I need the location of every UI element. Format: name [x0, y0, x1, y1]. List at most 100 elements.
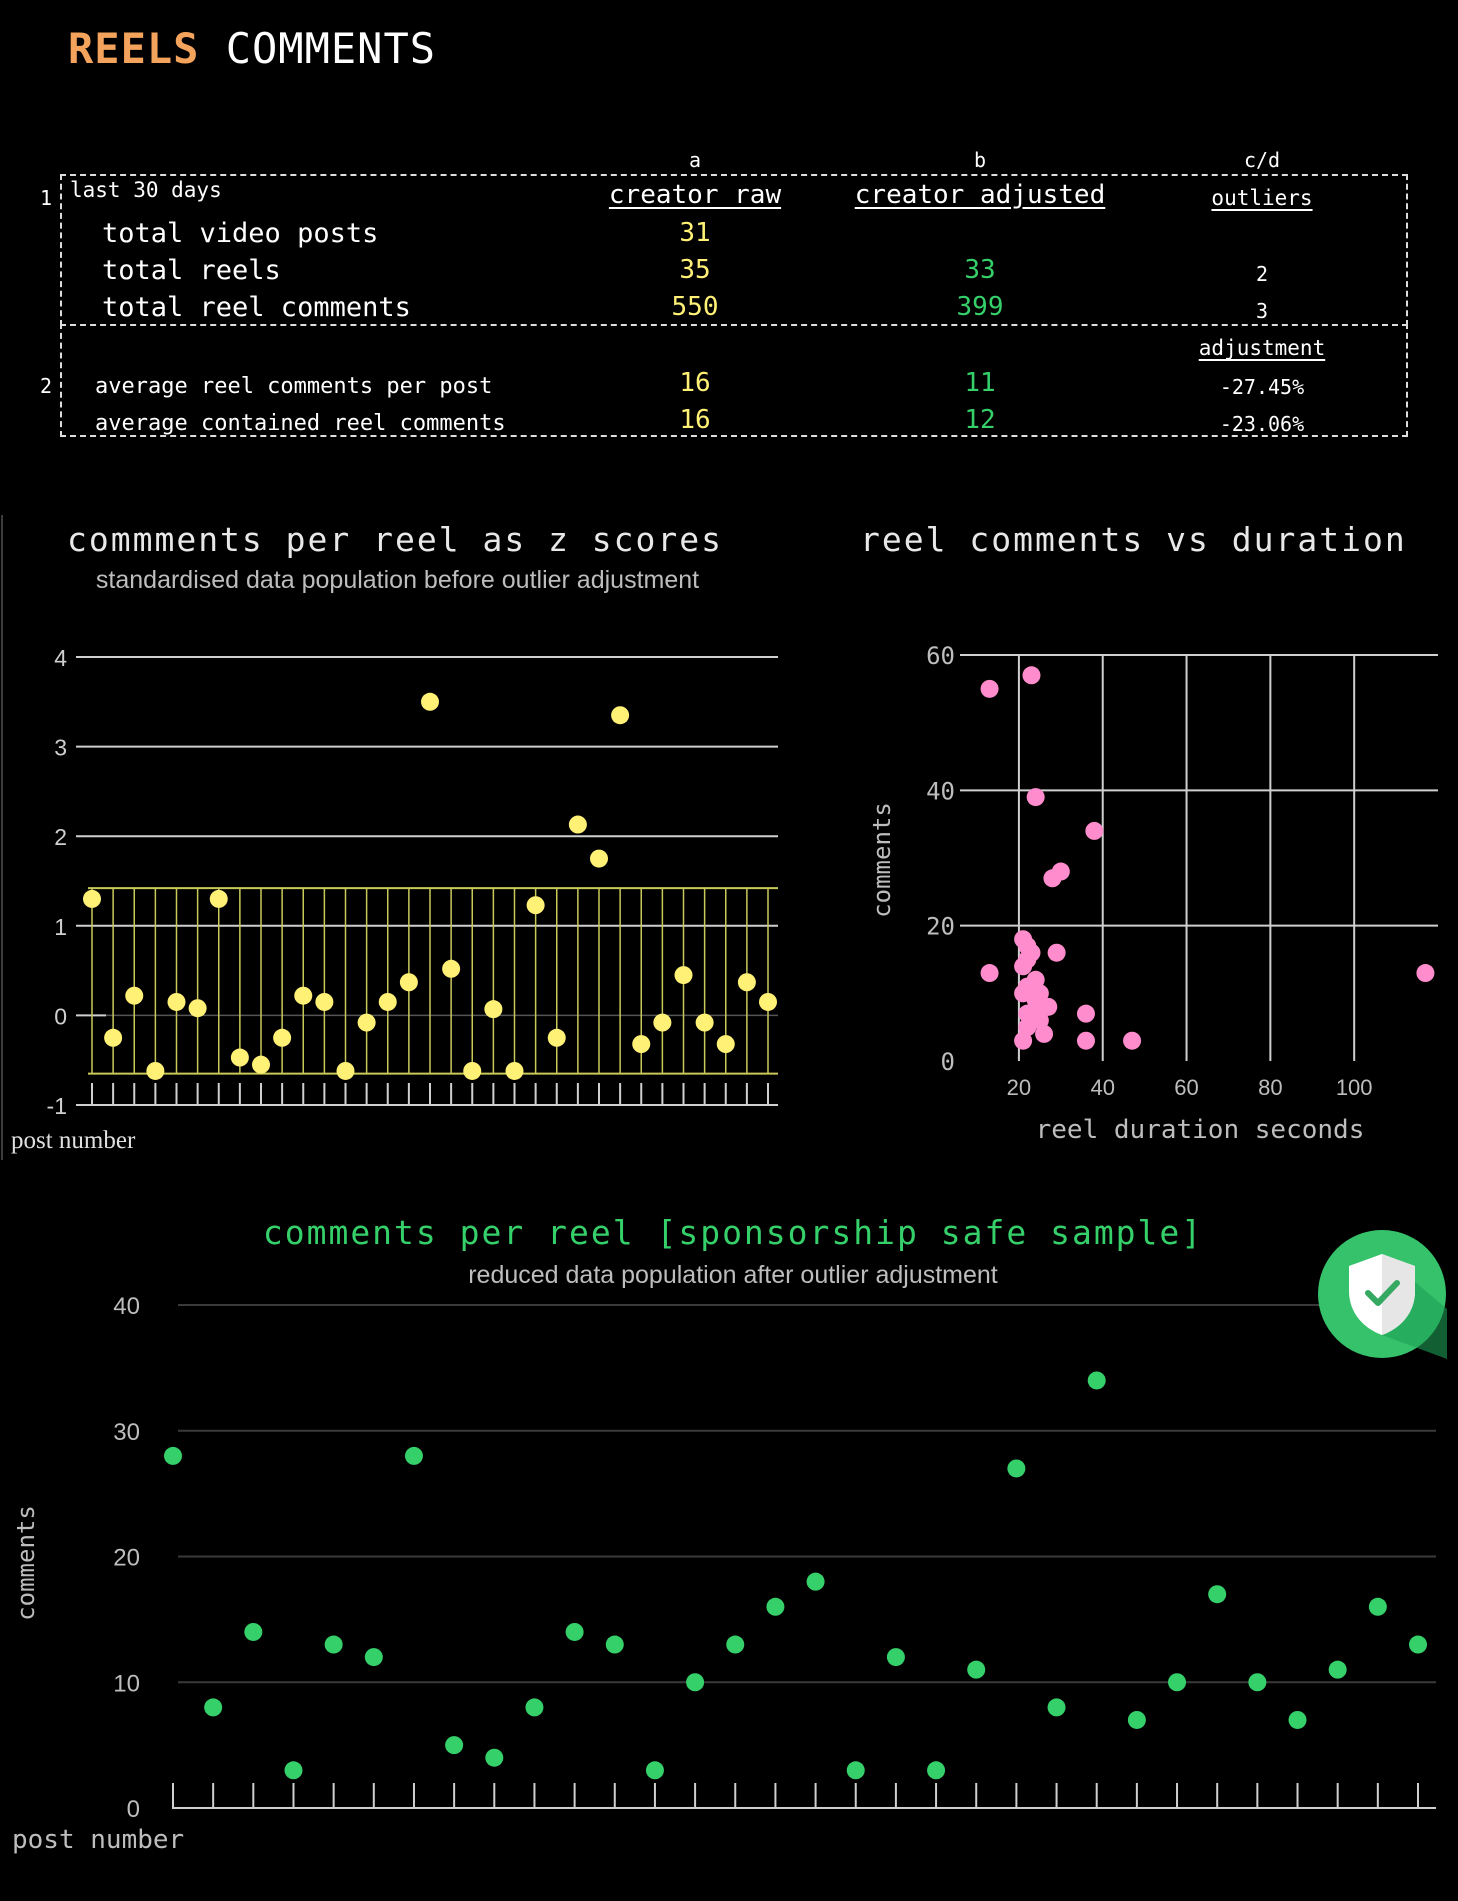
- chart1-point: [568, 815, 587, 834]
- row-avg-per-post-raw: 16: [679, 368, 711, 398]
- chart1-point: [737, 973, 756, 992]
- chart3-point: [726, 1635, 745, 1654]
- chart3-point: [404, 1446, 423, 1465]
- chart1-ytick-label: 0: [54, 1003, 67, 1029]
- adjustment-header: adjustment: [1198, 336, 1326, 360]
- chart3-point: [324, 1635, 343, 1654]
- chart1-point: [674, 966, 693, 985]
- chart1-ytick-label: 3: [54, 735, 67, 761]
- col-header-raw: creator raw: [608, 180, 782, 210]
- chart3-point: [806, 1572, 825, 1591]
- section1-box: [60, 174, 1408, 326]
- chart2-ylabel: comments: [868, 802, 896, 918]
- chart2-ytick-label: 20: [926, 913, 955, 941]
- chart3-title: comments per reel [sponsorship safe samp…: [262, 1213, 1204, 1252]
- chart1-point: [590, 849, 608, 868]
- row-label-reels: total reels: [102, 255, 281, 286]
- chart1-point: [505, 1061, 524, 1080]
- chart1-point: [294, 986, 313, 1005]
- chart3-point: [846, 1761, 865, 1780]
- chart2-point: [1022, 666, 1041, 685]
- row-avg-per-post-adjusted: 11: [964, 368, 996, 398]
- chart3-point: [1328, 1660, 1347, 1679]
- chart2-xtick-label: 40: [1090, 1075, 1114, 1100]
- chart2-point: [1123, 1031, 1142, 1050]
- chart1-point: [547, 1028, 566, 1047]
- chart3-point: [605, 1635, 624, 1654]
- chart1-point: [146, 1061, 165, 1080]
- chart3-subtitle: reduced data population after outlier ad…: [468, 1261, 998, 1289]
- chart1-point: [526, 896, 545, 915]
- shield-check-icon: [1318, 1230, 1447, 1359]
- chart1-point: [442, 959, 461, 978]
- chart1-point: [83, 889, 101, 908]
- row-reels-outliers: 2: [1255, 262, 1269, 286]
- chart3-point: [927, 1761, 946, 1780]
- chart3-xlabel: post number: [12, 1825, 184, 1855]
- shield-badge: [1317, 1229, 1447, 1359]
- row-comments-outliers: 3: [1255, 299, 1269, 323]
- chart3-point: [1409, 1635, 1427, 1654]
- row-reels-adjusted: 33: [964, 255, 996, 285]
- chart1-ytick-label: 4: [54, 645, 67, 671]
- chart2-point: [980, 964, 999, 983]
- chart1-point: [378, 992, 397, 1011]
- chart1-point: [421, 692, 439, 711]
- chart2-title: reel comments vs duration: [860, 520, 1407, 559]
- chart2-xtick-label: 20: [1007, 1075, 1031, 1100]
- chart3-point: [525, 1698, 544, 1717]
- chart1-point: [611, 706, 630, 725]
- chart3-point: [445, 1736, 464, 1755]
- chart3-point: [1368, 1597, 1387, 1616]
- col-letter-b: b: [973, 148, 987, 172]
- chart2-xtick-label: 60: [1174, 1075, 1198, 1100]
- chart3-point: [164, 1446, 182, 1465]
- row-avg-contained-raw: 16: [679, 405, 711, 435]
- chart2-point: [1085, 821, 1104, 840]
- chart2-point: [1035, 1024, 1054, 1043]
- chart3-ytick-label: 40: [113, 1293, 140, 1320]
- row-comments-adjusted: 399: [956, 292, 1004, 322]
- chart2-point: [1026, 788, 1045, 807]
- chart3-point: [204, 1698, 223, 1717]
- row-reels-raw: 35: [679, 255, 711, 285]
- row-label-avg-per-post: average reel comments per post: [95, 374, 493, 399]
- chart3-ytick-label: 0: [127, 1796, 140, 1823]
- chart3-point: [967, 1660, 986, 1679]
- chart3-ytick-label: 10: [113, 1670, 140, 1697]
- title-comments: COMMENTS: [225, 24, 437, 73]
- chart2-point: [1030, 1011, 1049, 1030]
- chart2-point: [1076, 1004, 1095, 1023]
- chart3-point: [1248, 1673, 1267, 1692]
- chart3-point: [886, 1648, 905, 1667]
- chart1-point: [125, 986, 144, 1005]
- chart3-point: [686, 1673, 705, 1692]
- row-number-2: 2: [40, 374, 53, 398]
- col-header-outliers: outliers: [1211, 186, 1313, 210]
- chart3-ytick-label: 30: [113, 1419, 140, 1446]
- chart2-ytick-label: 0: [941, 1048, 955, 1076]
- chart3-point: [364, 1648, 383, 1667]
- page-title: REELS COMMENTS: [68, 24, 436, 73]
- chart1-title: commments per reel as z scores: [66, 520, 724, 559]
- chart1-point: [357, 1013, 376, 1032]
- row-label-avg-contained: average contained reel comments: [95, 411, 506, 436]
- row-comments-raw: 550: [671, 292, 719, 322]
- chart1-point: [167, 992, 186, 1011]
- chart1-point: [188, 999, 207, 1018]
- chart2-point: [1030, 984, 1049, 1003]
- chart1-point: [336, 1061, 355, 1080]
- col-letter-a: a: [688, 148, 702, 172]
- chart3-point: [244, 1622, 263, 1641]
- row-number-1: 1: [40, 186, 53, 210]
- section2-box: [60, 323, 1408, 437]
- chart1-point: [252, 1055, 270, 1074]
- chart2-point: [1416, 964, 1435, 983]
- chart3-ytick-label: 20: [113, 1545, 140, 1572]
- chart3-point: [565, 1622, 584, 1641]
- row-avg-contained-adjusted: 12: [964, 405, 996, 435]
- chart1-point: [716, 1035, 735, 1054]
- chart1-ytick-label: 2: [54, 824, 67, 850]
- chart1-point: [399, 973, 418, 992]
